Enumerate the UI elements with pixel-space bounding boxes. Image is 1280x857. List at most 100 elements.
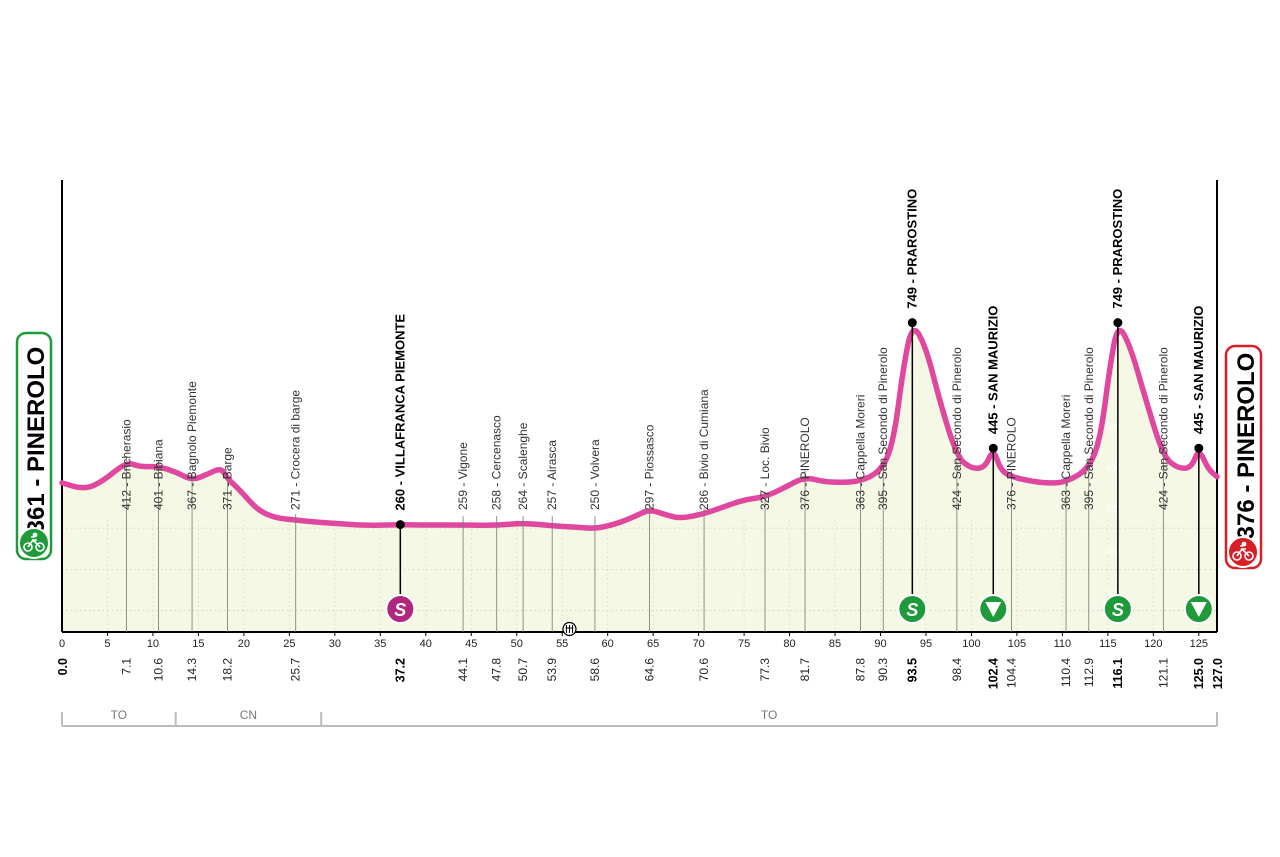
waypoint-label: 445 - SAN MAURIZIO xyxy=(985,306,1000,435)
waypoint-km: 14.3 xyxy=(185,658,199,682)
x-tick-label: 80 xyxy=(783,638,795,650)
waypoint-km: 110.4 xyxy=(1059,658,1073,687)
waypoint-label: 271 - Crocera di barge xyxy=(289,390,303,510)
down-triangle-icon xyxy=(1190,602,1207,617)
sprint-s-icon-circle xyxy=(385,594,416,624)
waypoint-label: 395 - San Secondo di Pinerolo xyxy=(1082,347,1096,510)
elev-tick-label: 200 xyxy=(1106,545,1121,555)
climb-s-icon-circle xyxy=(897,594,928,624)
province-label: CN xyxy=(240,708,257,722)
x-tick-label: 100 xyxy=(962,638,980,650)
waypoint-label: 749 - PRAROSTINO xyxy=(904,189,919,309)
marker-dot xyxy=(395,520,405,530)
waypoint-km: 10.6 xyxy=(151,658,165,682)
x-tick-label: 125 xyxy=(1190,638,1208,650)
x-tick-label: 35 xyxy=(374,638,386,650)
waypoint-labels-layer: 412 - Bricherasio 401 - Bibiana 367 - Bagn… xyxy=(120,189,1206,511)
waypoint-label: 424 - San Secondo di Pinerolo xyxy=(950,347,964,510)
x-tick-label: 85 xyxy=(829,638,841,650)
x-tick-label: 120 xyxy=(1144,638,1162,650)
waypoint-label: 749 - PRAROSTINO xyxy=(1110,189,1125,309)
finish-bicycle-icon xyxy=(1232,541,1254,561)
waypoint-km: 125.0 xyxy=(1192,658,1206,689)
finish-badge-frame xyxy=(1224,344,1263,570)
x-tick-label: 40 xyxy=(420,638,432,650)
elev-tick-label: 100 xyxy=(1106,587,1121,597)
x-tick-label: 75 xyxy=(738,638,750,650)
x-tick-label: 65 xyxy=(647,638,659,650)
marker-dot xyxy=(988,443,998,453)
waypoint-km: 37.2 xyxy=(393,658,407,682)
waypoint-km: 47.8 xyxy=(490,658,504,682)
waypoint-label: 327 - Loc. Bivio xyxy=(758,427,772,510)
waypoint-km: 18.2 xyxy=(221,658,235,682)
waypoint-label: 259 - Vigone xyxy=(456,442,470,510)
waypoint-label: 376 - PINEROLO xyxy=(798,417,812,510)
waypoint-km: 87.8 xyxy=(853,658,867,682)
profile-line xyxy=(59,327,1220,531)
waypoint-label: 376 - PINEROLO xyxy=(1004,417,1018,510)
axes-layer: 100 200 300 400 500 xyxy=(61,180,1218,633)
waypoint-km: 58.6 xyxy=(588,658,602,682)
climb-s-icon: S xyxy=(906,600,918,620)
leader-lines-layer xyxy=(126,450,1164,632)
x-ticks-layer: 0 5 10 15 20 25 30 35 40 45 50 55 60 65 70 75 80 85 90 95 10… xyxy=(59,632,1208,650)
profile-area xyxy=(62,330,1217,632)
x-tick-label: 90 xyxy=(874,638,886,650)
waypoint-label: 367 - Bagnolo Piemonte xyxy=(185,381,199,510)
start-km: 0.0 xyxy=(56,658,70,675)
x-tick-label: 10 xyxy=(147,638,159,650)
waypoint-label: 286 - Bivio di Cumiana xyxy=(697,389,711,510)
elev-tick-label: 400 xyxy=(1106,463,1121,473)
finish-town-label: 376 - PINEROLO xyxy=(1233,353,1260,540)
waypoint-label: 363 - Cappella Moreri xyxy=(853,395,867,510)
sprint-s-icon: S xyxy=(394,600,406,620)
waypoint-km: 112.9 xyxy=(1082,658,1096,687)
waypoint-km: 98.4 xyxy=(950,658,964,682)
x-tick-label: 115 xyxy=(1099,638,1117,650)
finish-km: 127.0 xyxy=(1211,658,1225,689)
waypoint-label: 395 - San Secondo di Pinerolo xyxy=(876,347,890,510)
waypoint-km: 70.6 xyxy=(697,658,711,682)
x-tick-label: 55 xyxy=(556,638,568,650)
waypoint-label: 258 - Cercenasco xyxy=(490,415,504,510)
waypoint-km: 121.1 xyxy=(1156,658,1170,688)
waypoint-km: 25.7 xyxy=(289,658,303,682)
x-tick-label: 25 xyxy=(283,638,295,650)
down-triangle-icon xyxy=(985,602,1002,617)
bicycle-icon xyxy=(23,532,45,552)
waypoint-label: 250 - Volvera xyxy=(588,439,602,510)
elev-tick-label: 500 xyxy=(1106,422,1121,432)
x-tick-label: 95 xyxy=(920,638,932,650)
finish-badge: 376 - PINEROLO xyxy=(1224,344,1263,570)
waypoint-label: 371 - Barge xyxy=(221,447,235,510)
x-tick-label: 110 xyxy=(1054,638,1072,650)
waypoint-label: 264 - Scalenghe xyxy=(516,422,530,510)
waypoint-km: 104.4 xyxy=(1004,658,1018,688)
profile-line-layer xyxy=(59,327,1220,531)
waypoint-km: 90.3 xyxy=(876,658,890,682)
waypoint-label: 260 - VILLAFRANCA PIEMONTE xyxy=(392,314,407,511)
feed-zone-glyph xyxy=(565,625,574,633)
x-tick-label: 105 xyxy=(1008,638,1026,650)
x-tick-label: 0 xyxy=(59,638,65,650)
waypoint-km: 50.7 xyxy=(516,658,530,682)
start-town-label: 361 - PINEROLO xyxy=(23,347,50,534)
x-tick-label: 30 xyxy=(329,638,341,650)
x-tick-label: 50 xyxy=(511,638,523,650)
waypoint-label: 257 - Airasca xyxy=(545,440,559,510)
x-tick-label: 45 xyxy=(465,638,477,650)
waypoint-label: 412 - Bricherasio xyxy=(120,419,134,510)
waypoint-label: 424 - San Secondo di Pinerolo xyxy=(1156,347,1170,510)
x-tick-label: 20 xyxy=(238,638,250,650)
waypoint-km: 102.4 xyxy=(986,658,1000,689)
x-tick-label: 15 xyxy=(192,638,204,650)
waypoint-km: 116.1 xyxy=(1111,658,1125,689)
waypoint-label: 401 - Bibiana xyxy=(151,439,165,510)
waypoint-km: 77.3 xyxy=(758,658,772,682)
province-label: TO xyxy=(111,708,127,722)
marker-dot xyxy=(907,318,917,328)
